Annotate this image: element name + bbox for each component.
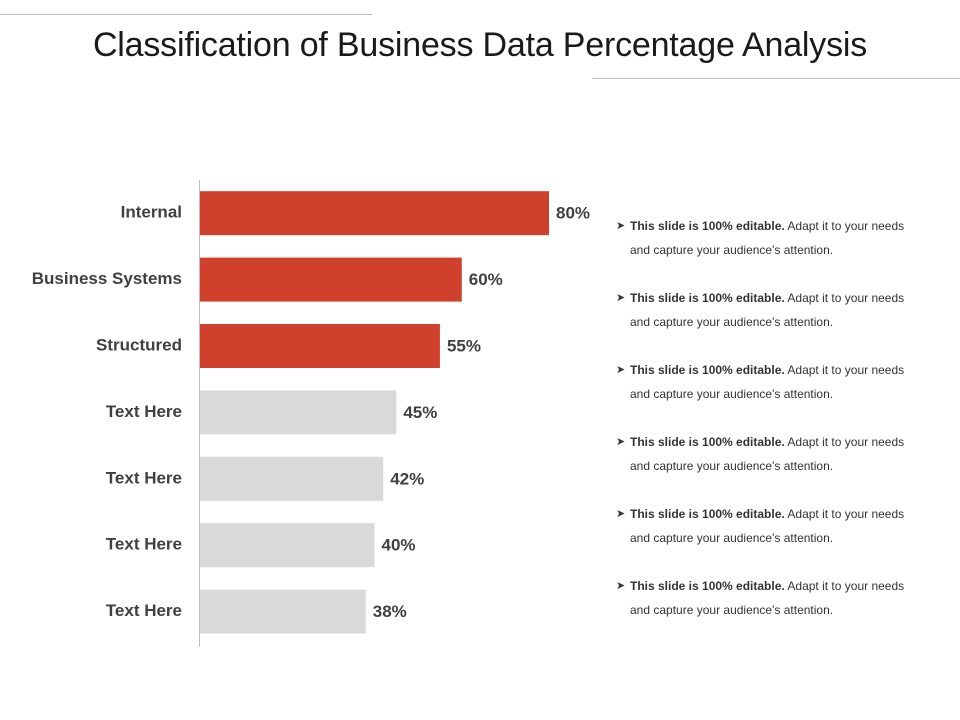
bar-value-label: 40% xyxy=(382,536,416,555)
note-bold-text: This slide is 100% editable. xyxy=(630,435,785,449)
arrow-bullet-icon: ➤ xyxy=(616,364,626,376)
bar-value-label: 80% xyxy=(556,204,590,223)
note-line-1: This slide is 100% editable. Adapt it to… xyxy=(630,286,904,310)
note-item: ➤ This slide is 100% editable. Adapt it … xyxy=(616,430,946,502)
note-bold-text: This slide is 100% editable. xyxy=(630,363,785,377)
note-item: ➤ This slide is 100% editable. Adapt it … xyxy=(616,358,946,430)
category-tick-label: Business Systems xyxy=(32,269,182,288)
arrow-bullet-icon: ➤ xyxy=(616,580,626,592)
bar xyxy=(200,191,549,236)
note-line-1: This slide is 100% editable. Adapt it to… xyxy=(630,430,904,454)
bar-value-label: 45% xyxy=(403,403,437,422)
note-text: Adapt it to your needs xyxy=(784,219,905,233)
note-text: Adapt it to your needs xyxy=(784,507,905,521)
category-tick-label: Text Here xyxy=(106,402,182,421)
note-line-2: and capture your audience's attention. xyxy=(630,603,834,617)
bar-value-label: 60% xyxy=(469,270,503,289)
note-text: Adapt it to your needs xyxy=(784,363,905,377)
note-line-2: and capture your audience's attention. xyxy=(630,531,834,545)
bar xyxy=(200,390,397,435)
note-bold-text: This slide is 100% editable. xyxy=(630,507,785,521)
category-tick-label: Text Here xyxy=(106,535,182,554)
bar xyxy=(200,589,366,634)
note-bold-text: This slide is 100% editable. xyxy=(630,291,785,305)
note-bold-text: This slide is 100% editable. xyxy=(630,579,785,593)
note-text: Adapt it to your needs xyxy=(784,291,905,305)
slide-title: Classification of Business Data Percenta… xyxy=(92,26,868,64)
note-text: Adapt it to your needs xyxy=(784,435,905,449)
note-text: Adapt it to your needs xyxy=(784,579,905,593)
bar xyxy=(200,257,462,302)
notes-list: ➤ This slide is 100% editable. Adapt it … xyxy=(616,214,946,646)
category-tick-label: Text Here xyxy=(106,601,182,620)
note-line-2: and capture your audience's attention. xyxy=(630,315,834,329)
bar-value-label: 42% xyxy=(390,469,424,488)
title-underline-divider xyxy=(592,78,960,79)
note-item: ➤ This slide is 100% editable. Adapt it … xyxy=(616,502,946,574)
note-line-1: This slide is 100% editable. Adapt it to… xyxy=(630,574,904,598)
top-divider xyxy=(0,14,372,15)
note-line-2: and capture your audience's attention. xyxy=(630,387,834,401)
bar xyxy=(200,324,440,368)
note-item: ➤ This slide is 100% editable. Adapt it … xyxy=(616,286,946,358)
arrow-bullet-icon: ➤ xyxy=(616,292,626,304)
note-line-2: and capture your audience's attention. xyxy=(630,459,834,473)
arrow-bullet-icon: ➤ xyxy=(616,508,626,520)
arrow-bullet-icon: ➤ xyxy=(616,220,626,232)
bar xyxy=(200,523,375,568)
category-tick-label: Structured xyxy=(96,335,182,354)
bar-chart: Internal 80% Business Systems 60% Structured… xyxy=(32,180,590,647)
category-tick-label: Text Here xyxy=(106,468,182,487)
category-tick-label: Internal xyxy=(121,203,182,222)
bar xyxy=(200,456,384,501)
bar-value-label: 55% xyxy=(447,336,481,355)
arrow-bullet-icon: ➤ xyxy=(616,436,626,448)
bar-value-label: 38% xyxy=(373,602,407,621)
note-bold-text: This slide is 100% editable. xyxy=(630,219,785,233)
note-item: ➤ This slide is 100% editable. Adapt it … xyxy=(616,214,946,286)
note-item: ➤ This slide is 100% editable. Adapt it … xyxy=(616,574,946,646)
note-line-2: and capture your audience's attention. xyxy=(630,243,834,257)
note-line-1: This slide is 100% editable. Adapt it to… xyxy=(630,214,904,238)
note-line-1: This slide is 100% editable. Adapt it to… xyxy=(630,502,904,526)
note-line-1: This slide is 100% editable. Adapt it to… xyxy=(630,358,904,382)
